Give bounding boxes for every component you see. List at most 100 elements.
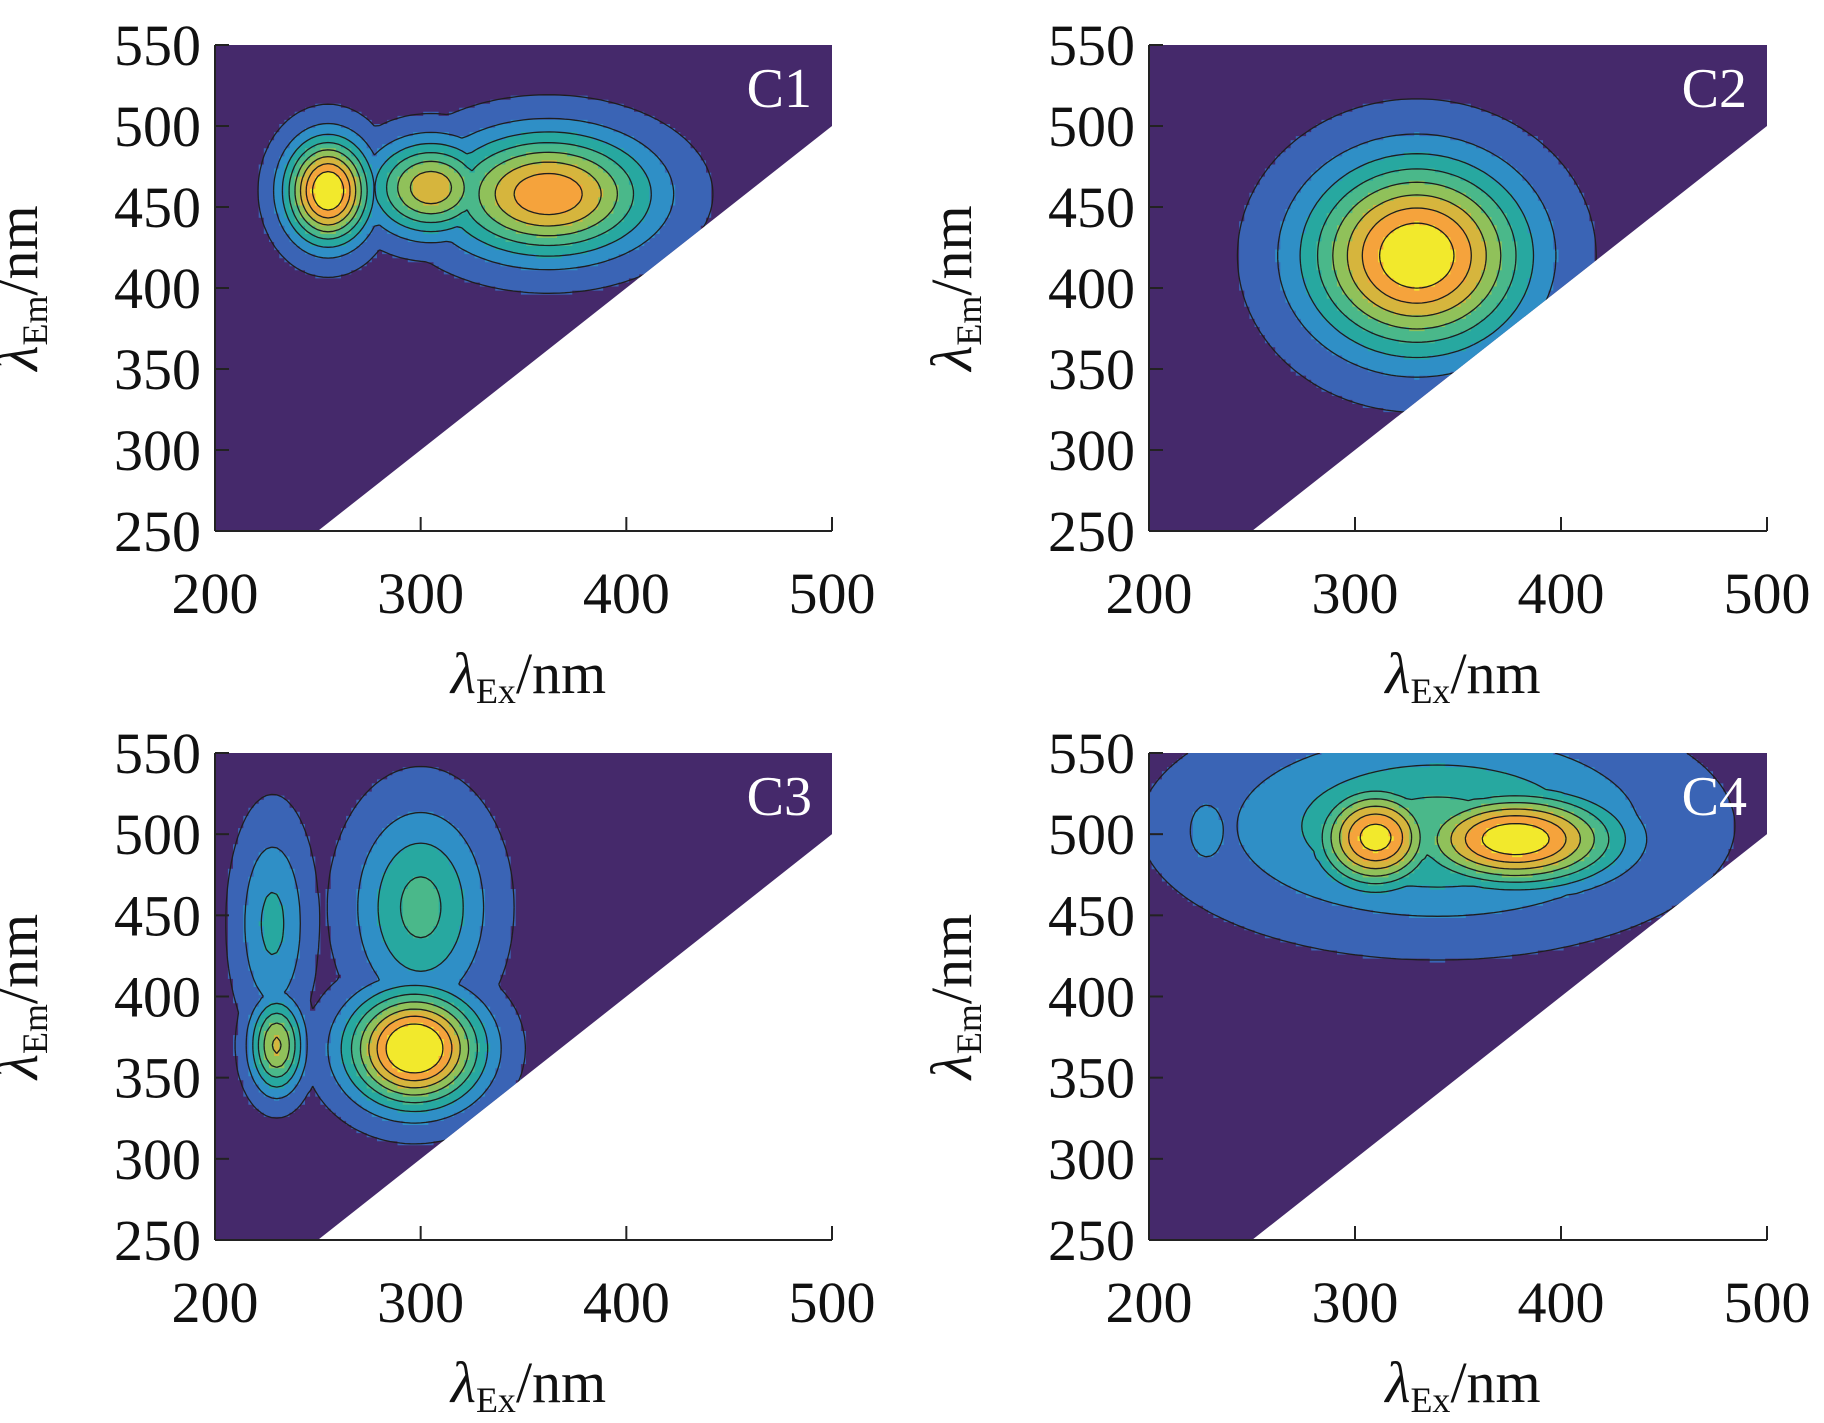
y-tick-label: 250 (1048, 499, 1135, 564)
contour-line-3 (281, 131, 652, 257)
y-tick-label: 350 (1048, 337, 1135, 402)
contour-fill-level-8 (1357, 824, 1549, 858)
panel-label: C2 (1682, 58, 1747, 120)
y-tick-label: 400 (1048, 256, 1135, 321)
x-axis-title: λEx/nm (1383, 641, 1540, 711)
contour-line-5 (1330, 798, 1595, 877)
contour-line-6 (1346, 194, 1487, 317)
x-tick-label: 200 (1106, 1270, 1193, 1335)
y-tick-label: 500 (1048, 94, 1135, 159)
x-axis-symbol: λ (1383, 1350, 1410, 1415)
x-tick-label: 300 (377, 1270, 464, 1335)
panel-label: C1 (747, 58, 812, 120)
contour-line-4 (1321, 790, 1610, 885)
y-axis-symbol: λ (919, 1054, 984, 1081)
y-axis-symbol: λ (0, 1054, 50, 1081)
eem-panel-c1: 200300400500250300350400450500550λEx/nmλ… (0, 13, 876, 711)
contour-line-1 (225, 765, 527, 1145)
x-axis-subscript: Ex (476, 671, 516, 711)
x-tick-label: 200 (1106, 561, 1193, 626)
y-axis-unit: /nm (919, 205, 984, 295)
contour-fill-level-8 (387, 1022, 444, 1073)
y-tick-label: 550 (114, 13, 201, 78)
y-axis-subscript: Em (15, 296, 55, 346)
eem-panel-c4: 200 300 400 500250300350400450500550λEx/nmλ… (919, 721, 1811, 1420)
x-axis-unit: /nm (1450, 641, 1540, 706)
x-axis-title: λEx/nm (1383, 1350, 1540, 1420)
y-tick-label: 300 (1048, 418, 1135, 483)
y-axis-title: λEm/nm (0, 205, 55, 372)
x-tick-label: 200 (172, 1270, 259, 1335)
contour-plot-area (215, 753, 832, 1240)
contour-fill-level-8 (310, 172, 347, 210)
y-tick-label: 450 (1048, 175, 1135, 240)
contour-line-6 (299, 155, 602, 227)
y-axis-title: λEm/nm (919, 914, 989, 1081)
x-tick-label: 500 (1724, 1270, 1811, 1335)
y-axis-unit: /nm (0, 205, 50, 295)
contour-fill-level-8 (1378, 221, 1456, 291)
contour-line-8 (385, 1023, 444, 1074)
contour-line-7 (1361, 207, 1472, 304)
x-axis-subscript: Ex (476, 1380, 516, 1420)
x-tick-label: 400 (583, 1270, 670, 1335)
contour-line-4 (288, 141, 635, 247)
y-tick-label: 300 (114, 418, 201, 483)
contour-line-4 (257, 876, 479, 1104)
eem-panel-c3: 200300400500250300350400450500550λEx/nmλ… (0, 721, 876, 1420)
contour-line-7 (305, 162, 583, 219)
x-tick-label: 300 (1312, 1270, 1399, 1335)
y-tick-label: 250 (1048, 1208, 1135, 1273)
y-axis-symbol: λ (919, 346, 984, 373)
x-axis-unit: /nm (516, 641, 606, 706)
x-tick-label: 400 (1518, 1270, 1605, 1335)
contour-line-2 (272, 117, 675, 271)
contour-line-3 (1299, 153, 1535, 359)
y-tick-label: 450 (114, 175, 201, 240)
contour-line-5 (1332, 181, 1502, 330)
y-tick-label: 550 (114, 721, 201, 786)
y-tick-label: 450 (114, 883, 201, 948)
y-axis-unit: /nm (0, 914, 50, 1004)
contour-line-7 (376, 1015, 453, 1082)
contour-line-3 (1301, 764, 1627, 894)
x-axis-subscript: Ex (1410, 671, 1450, 711)
x-tick-label: 400 (1518, 561, 1605, 626)
contour-line-6 (271, 1008, 461, 1089)
y-tick-label: 300 (1048, 1127, 1135, 1192)
contour-line-3 (252, 842, 489, 1113)
x-axis-unit: /nm (516, 1350, 606, 1415)
y-tick-label: 400 (114, 965, 201, 1030)
contour-line-5 (263, 1001, 470, 1096)
eem-panel-c2: 200 300 400 500250300350400450500550λEx/nmλ… (919, 13, 1811, 711)
contour-plot-area (1149, 753, 1767, 1240)
contour-fill-level-7 (305, 164, 583, 218)
contour-line-6 (1338, 805, 1582, 870)
panel-label: C3 (747, 766, 812, 828)
contour-line-8 (311, 170, 345, 211)
y-tick-label: 300 (114, 1127, 201, 1192)
y-tick-label: 450 (1048, 883, 1135, 948)
x-axis-symbol: λ (449, 641, 476, 706)
y-tick-label: 500 (1048, 802, 1135, 867)
x-tick-label: 500 (789, 561, 876, 626)
x-axis-symbol: λ (449, 1350, 476, 1415)
x-axis-title: λEx/nm (449, 641, 606, 711)
contour-line-2 (244, 811, 502, 1124)
y-tick-label: 250 (114, 1208, 201, 1273)
contour-line-5 (294, 149, 619, 237)
x-tick-label: 300 (377, 561, 464, 626)
y-axis-unit: /nm (919, 914, 984, 1004)
x-tick-label: 500 (789, 1270, 876, 1335)
x-axis-subscript: Ex (1410, 1380, 1450, 1420)
y-axis-subscript: Em (949, 296, 989, 346)
y-tick-label: 500 (114, 94, 201, 159)
y-axis-subscript: Em (15, 1004, 55, 1054)
y-tick-label: 500 (114, 802, 201, 867)
contour-line-8 (1359, 822, 1550, 856)
x-tick-label: 400 (583, 561, 670, 626)
y-axis-title: λEm/nm (919, 205, 989, 372)
y-axis-title: λEm/nm (0, 914, 55, 1081)
y-tick-label: 350 (114, 337, 201, 402)
